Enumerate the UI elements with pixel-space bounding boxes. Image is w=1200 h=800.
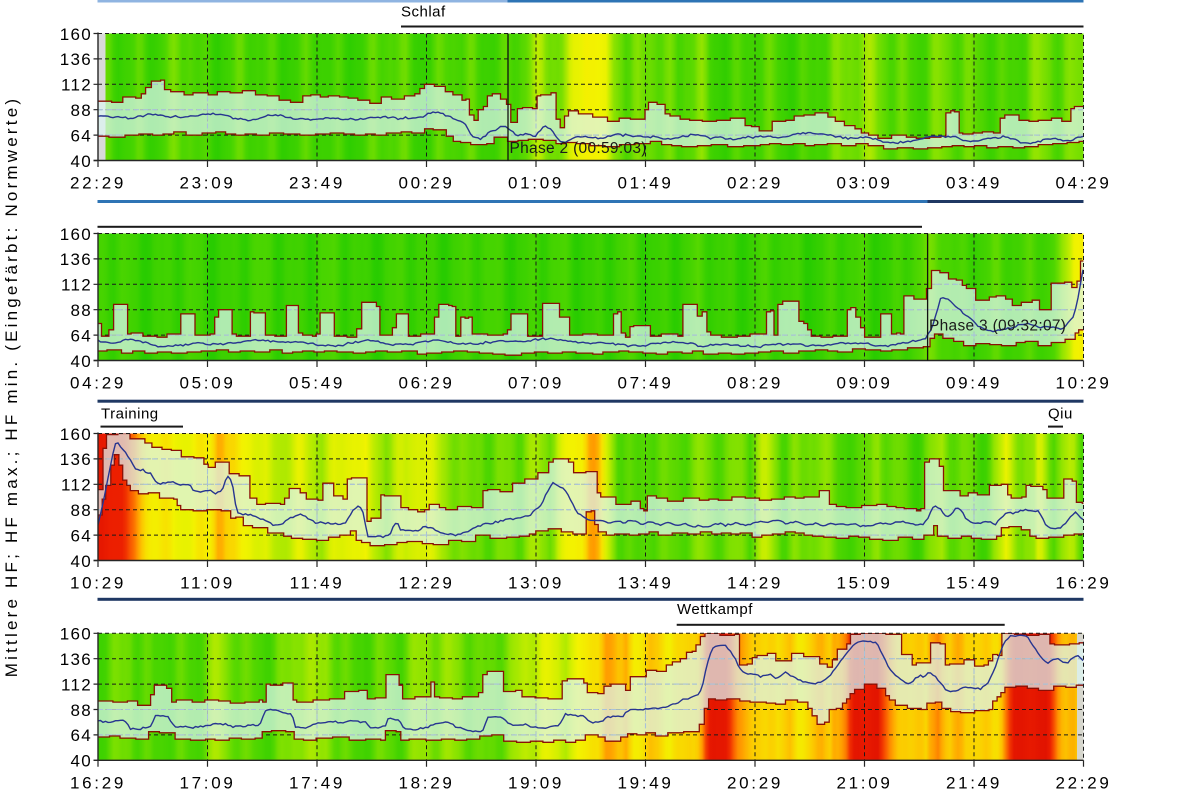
svg-text:16:29: 16:29	[1055, 574, 1111, 593]
svg-text:160: 160	[60, 625, 92, 644]
svg-text:07:09: 07:09	[508, 374, 564, 393]
svg-text:64: 64	[70, 726, 92, 745]
svg-text:64: 64	[70, 126, 92, 145]
svg-text:07:49: 07:49	[617, 374, 673, 393]
svg-text:112: 112	[61, 76, 92, 95]
svg-text:88: 88	[70, 301, 92, 320]
svg-text:19:09: 19:09	[508, 773, 564, 792]
svg-text:04:29: 04:29	[70, 374, 126, 393]
svg-text:112: 112	[61, 276, 92, 295]
svg-text:23:09: 23:09	[179, 174, 235, 193]
svg-text:17:49: 17:49	[289, 773, 345, 792]
svg-text:112: 112	[61, 476, 92, 495]
svg-text:Training: Training	[101, 406, 159, 423]
svg-text:21:49: 21:49	[946, 773, 1002, 792]
svg-text:112: 112	[61, 675, 92, 694]
svg-text:02:29: 02:29	[727, 174, 783, 193]
svg-text:17:09: 17:09	[179, 773, 235, 792]
svg-text:Qiu: Qiu	[1048, 406, 1073, 423]
svg-text:160: 160	[60, 425, 92, 444]
svg-text:Schlaf: Schlaf	[401, 4, 446, 21]
svg-text:01:49: 01:49	[617, 174, 673, 193]
svg-text:22:29: 22:29	[1055, 773, 1111, 792]
svg-text:136: 136	[60, 50, 92, 69]
svg-text:Wettkampf: Wettkampf	[677, 601, 753, 618]
svg-text:10:29: 10:29	[1055, 374, 1111, 393]
svg-text:18:29: 18:29	[398, 773, 454, 792]
svg-text:64: 64	[70, 526, 92, 545]
svg-text:01:09: 01:09	[508, 174, 564, 193]
svg-text:88: 88	[70, 701, 92, 720]
svg-text:06:29: 06:29	[398, 374, 454, 393]
svg-text:Mittlere HF; HF max.; HF min.: Mittlere HF; HF max.; HF min. (Eingefärb…	[2, 96, 21, 677]
svg-text:Phase 3 (09:32:07): Phase 3 (09:32:07)	[929, 318, 1066, 335]
svg-text:08:29: 08:29	[727, 374, 783, 393]
svg-text:19:49: 19:49	[617, 773, 673, 792]
svg-text:40: 40	[70, 752, 92, 771]
svg-text:15:49: 15:49	[946, 574, 1002, 593]
svg-text:13:49: 13:49	[617, 574, 673, 593]
svg-text:14:29: 14:29	[727, 574, 783, 593]
svg-text:04:29: 04:29	[1055, 174, 1111, 193]
svg-text:21:09: 21:09	[836, 773, 892, 792]
svg-text:40: 40	[70, 552, 92, 571]
svg-text:12:29: 12:29	[398, 574, 454, 593]
svg-text:10:29: 10:29	[70, 574, 126, 593]
svg-text:40: 40	[70, 352, 92, 371]
svg-text:136: 136	[60, 250, 92, 269]
svg-text:05:09: 05:09	[179, 374, 235, 393]
svg-text:03:09: 03:09	[836, 174, 892, 193]
svg-text:16:29: 16:29	[70, 773, 126, 792]
svg-text:23:49: 23:49	[289, 174, 345, 193]
svg-text:64: 64	[70, 326, 92, 345]
svg-text:136: 136	[60, 650, 92, 669]
svg-text:20:29: 20:29	[727, 773, 783, 792]
svg-text:03:49: 03:49	[946, 174, 1002, 193]
svg-text:00:29: 00:29	[398, 174, 454, 193]
svg-text:05:49: 05:49	[289, 374, 345, 393]
svg-text:15:09: 15:09	[836, 574, 892, 593]
svg-text:09:09: 09:09	[836, 374, 892, 393]
svg-text:Phase 2 (00:59:03): Phase 2 (00:59:03)	[510, 140, 647, 157]
svg-text:40: 40	[70, 152, 92, 171]
svg-text:88: 88	[70, 101, 92, 120]
svg-text:136: 136	[60, 450, 92, 469]
svg-text:160: 160	[60, 25, 92, 44]
svg-text:160: 160	[60, 225, 92, 244]
svg-text:88: 88	[70, 501, 92, 520]
svg-text:11:09: 11:09	[180, 574, 235, 593]
svg-text:11:49: 11:49	[290, 574, 345, 593]
svg-text:13:09: 13:09	[508, 574, 564, 593]
svg-text:09:49: 09:49	[946, 374, 1002, 393]
svg-text:22:29: 22:29	[70, 174, 126, 193]
